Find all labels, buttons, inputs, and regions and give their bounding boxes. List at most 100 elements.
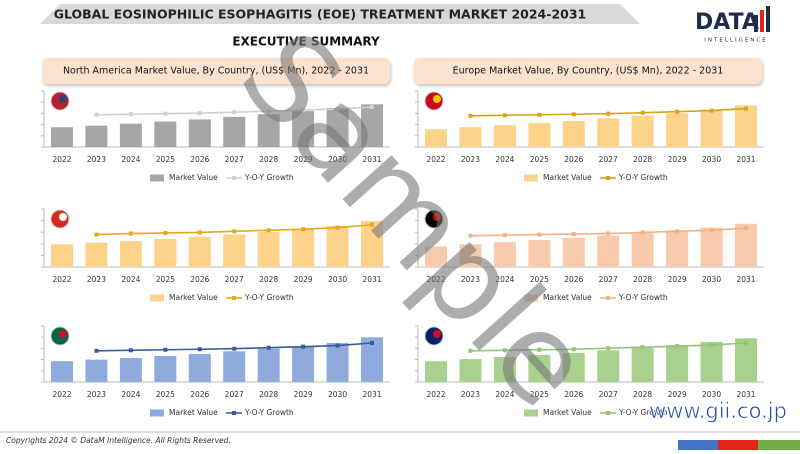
flag-detail (433, 95, 441, 103)
line-marker (640, 110, 645, 115)
x-tick-label: 2028 (259, 390, 278, 399)
x-tick-label: 2031 (736, 155, 755, 164)
bar (188, 236, 211, 267)
line-marker (301, 108, 306, 113)
legend-label: Market Value (543, 408, 592, 417)
bar (326, 343, 349, 382)
legend-label: Y-O-Y Growth (618, 293, 668, 302)
line-marker (335, 225, 340, 230)
bar (257, 114, 280, 147)
line-marker (163, 347, 168, 352)
x-tick-label: 2030 (702, 275, 721, 284)
bar (292, 111, 315, 147)
line-marker (266, 109, 271, 114)
bar (735, 338, 757, 382)
line-marker (709, 228, 714, 233)
bar (223, 116, 246, 147)
x-tick-label: 2030 (702, 390, 721, 399)
line-marker (128, 112, 133, 117)
x-tick-label: 2023 (87, 390, 106, 399)
line-marker (468, 348, 473, 353)
legend-swatch (606, 296, 610, 300)
line-marker (675, 229, 680, 234)
bar (425, 361, 447, 382)
bar (493, 357, 516, 382)
bar (119, 241, 142, 267)
x-tick-label: 2022 (426, 390, 445, 399)
line-marker (335, 107, 340, 112)
x-tick-label: 2031 (362, 155, 381, 164)
bar (361, 104, 383, 147)
legend-label: Market Value (543, 293, 592, 302)
bar (493, 125, 516, 147)
x-tick-label: 2028 (259, 155, 278, 164)
x-tick-label: 2031 (736, 275, 755, 284)
page-title: GLOBAL EOSINOPHILIC ESOPHAGITIS (EOE) TR… (54, 7, 586, 22)
x-tick-label: 2022 (52, 390, 71, 399)
bar (119, 358, 142, 382)
bar (735, 223, 757, 267)
x-tick-label: 2026 (190, 155, 209, 164)
bar (188, 119, 211, 147)
bar (597, 118, 620, 147)
logo: DATA (695, 10, 759, 35)
x-tick-label: 2023 (87, 155, 106, 164)
legend-swatch (524, 294, 538, 302)
line-marker (94, 348, 99, 353)
x-tick-label: 2028 (633, 155, 652, 164)
legend-label: Y-O-Y Growth (244, 173, 294, 182)
legend-label: Y-O-Y Growth (244, 293, 294, 302)
line-marker (266, 228, 271, 233)
bar (666, 230, 689, 267)
charts: 2022 2023 2024 2025 2026 2027 2028 2029 2030 2031… (41, 90, 764, 417)
x-tick-label: 2026 (564, 390, 583, 399)
bar (459, 127, 482, 147)
x-tick-label: 2024 (495, 390, 514, 399)
line-marker (502, 113, 507, 118)
line-marker (94, 112, 99, 117)
line-marker (571, 347, 576, 352)
bar (223, 234, 246, 267)
x-tick-label: 2029 (294, 155, 313, 164)
bar (51, 127, 73, 147)
x-tick-label: 2029 (668, 155, 687, 164)
bar (459, 359, 482, 382)
x-tick-label: 2023 (87, 275, 106, 284)
line-marker (94, 232, 99, 237)
line-marker (197, 230, 202, 235)
flag-detail (59, 95, 67, 103)
legend-label: Market Value (169, 293, 218, 302)
legend-label: Y-O-Y Growth (618, 408, 668, 417)
line-marker (675, 344, 680, 349)
bar (154, 121, 177, 147)
bar (361, 337, 383, 382)
legend-swatch (606, 411, 610, 415)
line-marker (232, 346, 237, 351)
line-marker (301, 227, 306, 232)
x-tick-label: 2022 (426, 275, 445, 284)
bar (735, 105, 757, 147)
x-tick-label: 2029 (294, 390, 313, 399)
line-marker (502, 233, 507, 238)
x-tick-label: 2023 (461, 390, 480, 399)
x-tick-label: 2022 (52, 275, 71, 284)
footer-strips (678, 440, 800, 450)
bar (326, 225, 349, 267)
x-tick-label: 2027 (599, 275, 618, 284)
x-tick-label: 2025 (156, 155, 175, 164)
flag-detail (59, 330, 67, 338)
panel-title: Europe Market Value, By Country, (US$ Mn… (453, 66, 724, 77)
line-marker (163, 111, 168, 116)
line-marker (744, 106, 748, 111)
x-tick-label: 2027 (225, 275, 244, 284)
x-tick-label: 2025 (530, 275, 549, 284)
x-tick-label: 2024 (495, 275, 514, 284)
bar (292, 229, 315, 267)
bar (292, 346, 315, 382)
legend-swatch (524, 174, 538, 182)
bar (562, 237, 585, 267)
panel-header (414, 58, 762, 84)
line-marker (232, 229, 237, 234)
x-tick-label: 2030 (328, 390, 347, 399)
x-tick-label: 2023 (461, 155, 480, 164)
